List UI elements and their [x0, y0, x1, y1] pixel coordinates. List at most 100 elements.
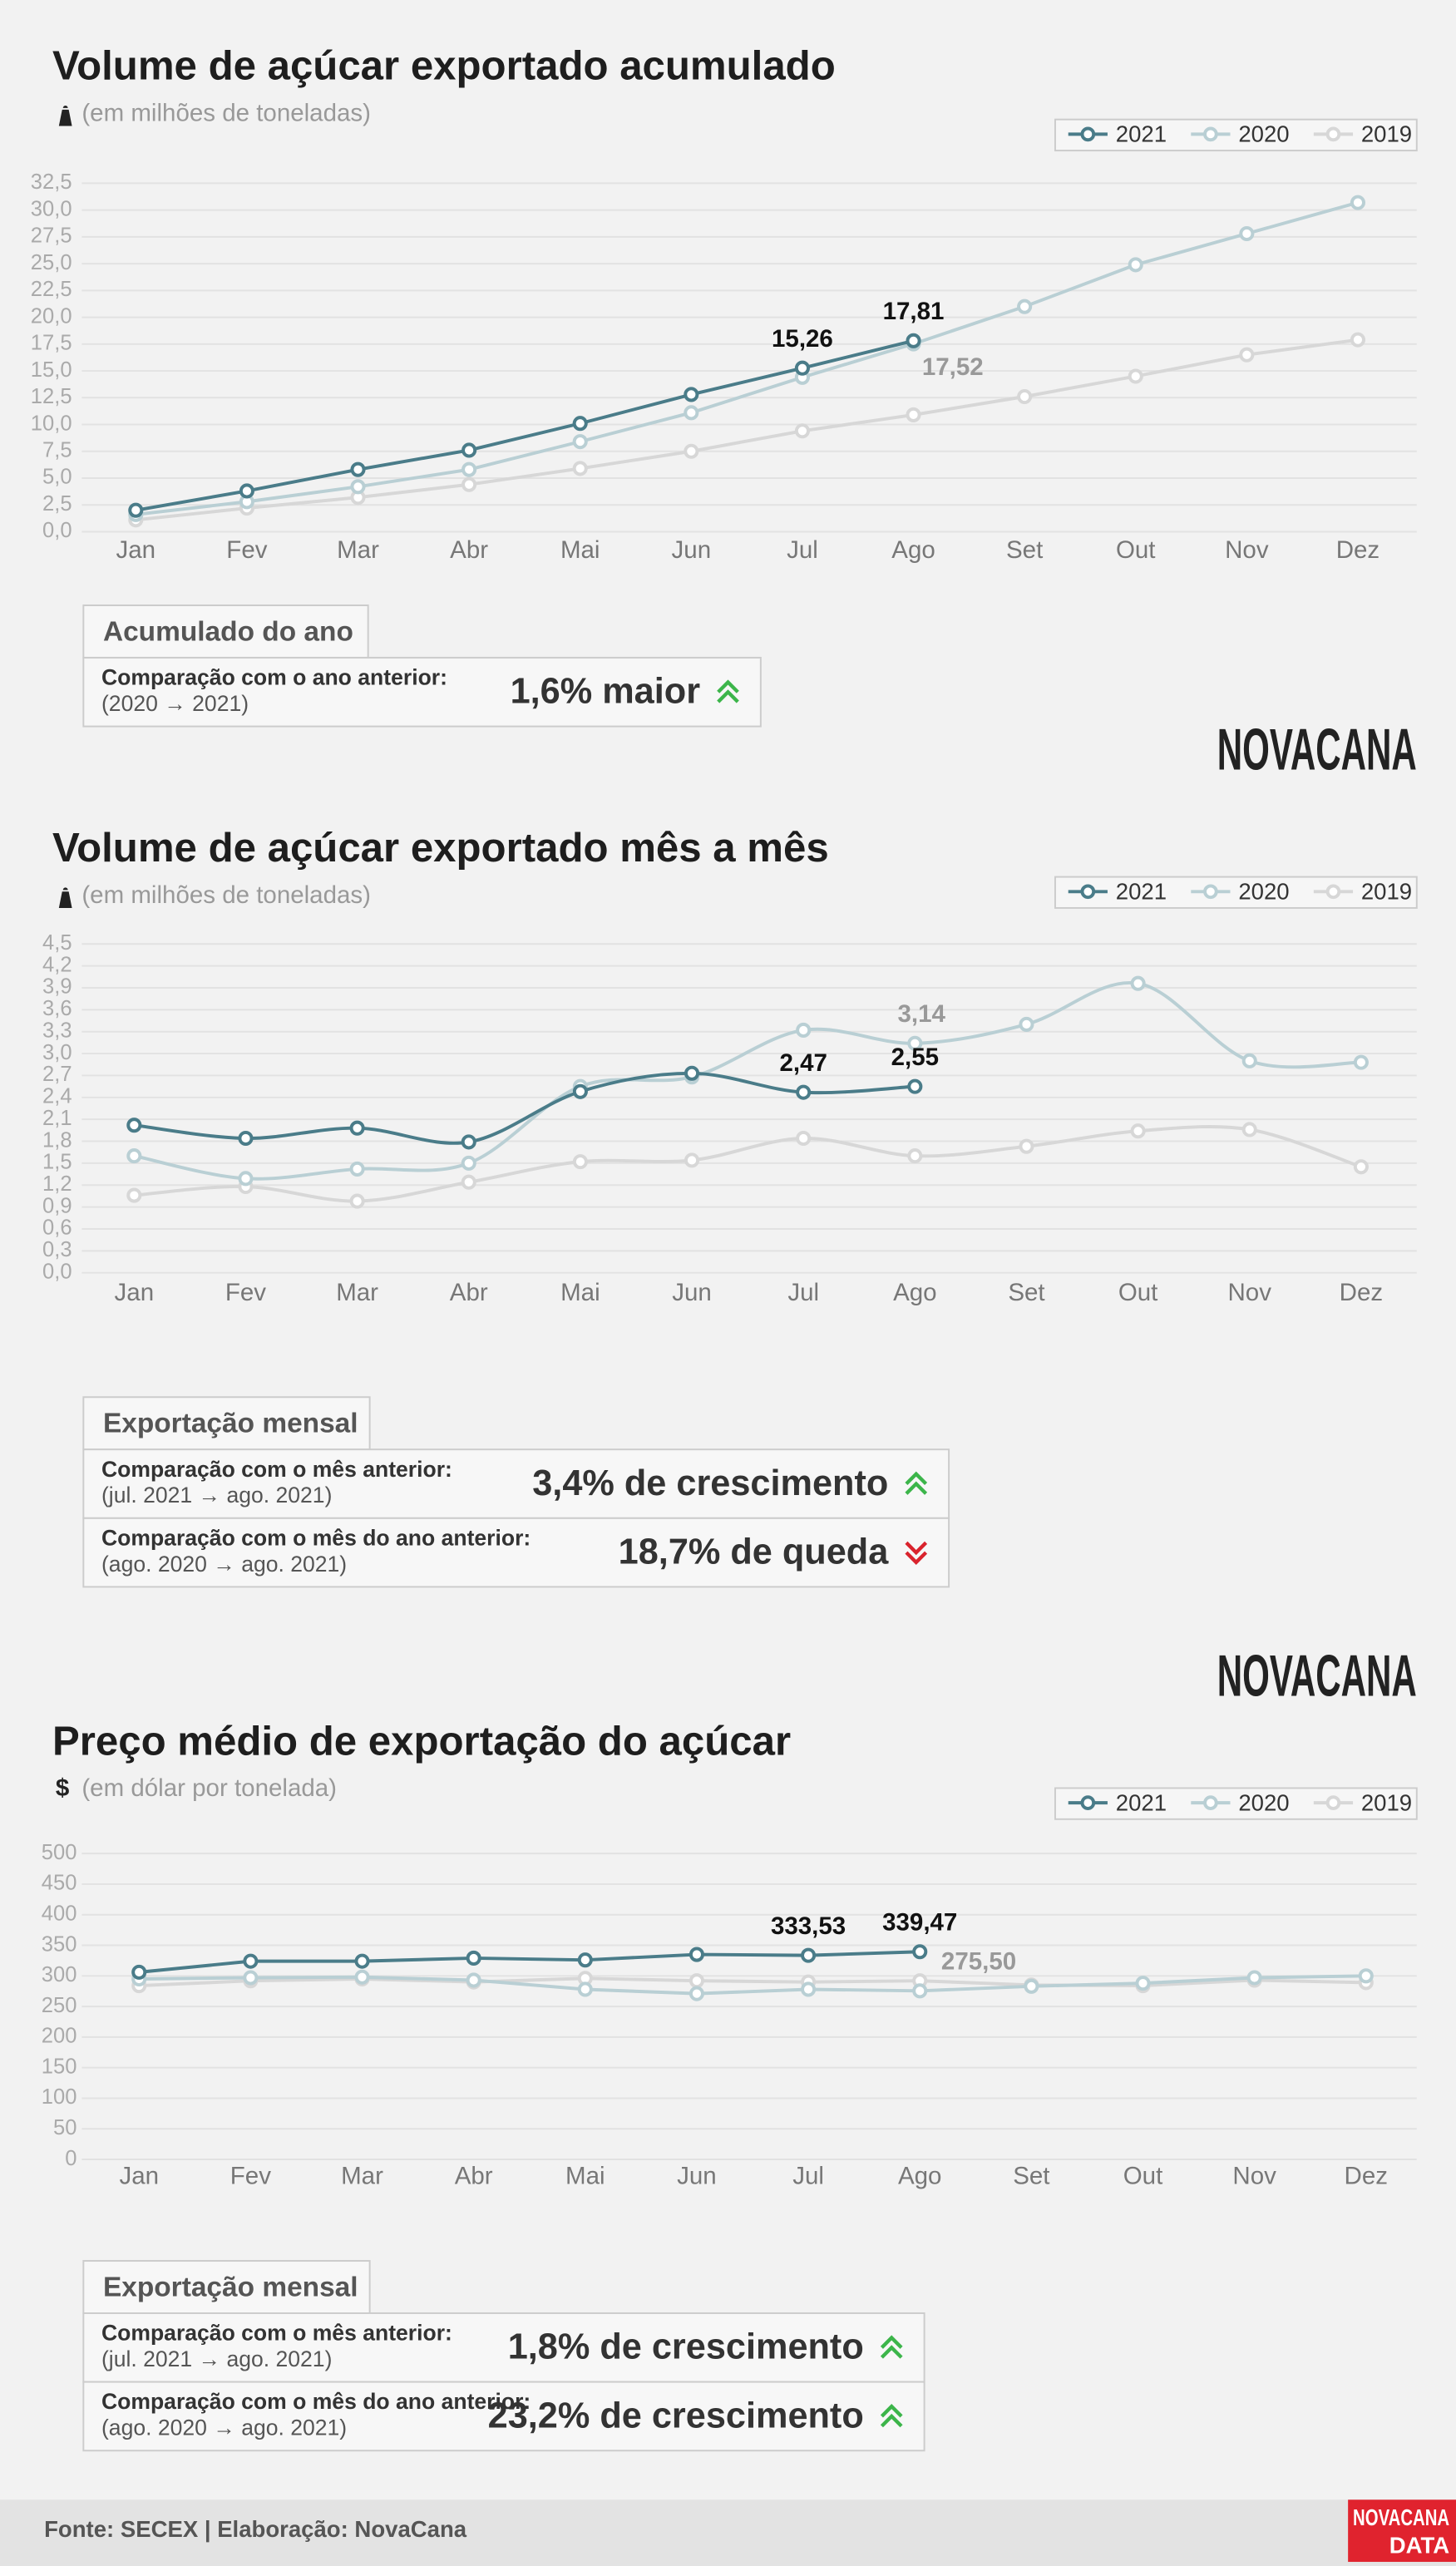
- legend-marker: [1080, 126, 1096, 142]
- y-tick-label: 27,5: [31, 225, 72, 248]
- legend-marker: [1203, 884, 1218, 900]
- point: [1130, 1123, 1146, 1139]
- summary-label: Comparação com o mês do ano anterior:: [101, 2389, 531, 2414]
- footer-logo-top: NOVACANA: [1353, 2504, 1449, 2530]
- point: [1017, 388, 1033, 405]
- data-label: 2,55: [891, 1044, 939, 1071]
- point: [572, 434, 588, 450]
- legend-marker: [1325, 884, 1341, 900]
- x-tick-label: Mar: [336, 1279, 378, 1306]
- y-tick-label: 0,3: [42, 1238, 72, 1261]
- x-tick-label: Dez: [1336, 536, 1379, 564]
- legend-marker: [1203, 126, 1218, 142]
- point: [796, 1084, 812, 1100]
- series-line: [134, 1125, 1362, 1203]
- point: [801, 1947, 817, 1963]
- y-tick-label: 5,0: [42, 466, 72, 489]
- series-line: [135, 338, 915, 512]
- point: [243, 1953, 259, 1969]
- x-tick-label: Ago: [893, 1279, 937, 1306]
- y-tick-label: 25,0: [31, 251, 72, 274]
- point: [461, 461, 477, 477]
- legend-marker: [1325, 1795, 1341, 1810]
- summary-period: (jul. 2021 → ago. 2021): [101, 1483, 332, 1508]
- footer-band: [0, 2499, 1456, 2566]
- point: [906, 407, 921, 422]
- summary-tab: [82, 604, 369, 659]
- point: [907, 1035, 923, 1051]
- summary-row: [82, 1448, 950, 1519]
- point: [238, 1130, 254, 1147]
- legend-marker: [1080, 884, 1096, 900]
- series-line: [139, 1974, 1366, 1996]
- legend-marker: [1080, 1795, 1096, 1810]
- summary-tab: [82, 2260, 371, 2314]
- y-tick-label: 30,0: [31, 197, 72, 220]
- point: [684, 405, 699, 421]
- chart-subtitle: (em milhões de toneladas): [81, 881, 371, 909]
- trend-arrow: [905, 1541, 928, 1556]
- x-tick-label: Nov: [1225, 536, 1269, 564]
- x-tick-label: Jul: [787, 536, 818, 564]
- chart-subtitle: (em dólar por tonelada): [81, 1774, 337, 1802]
- x-tick-label: Set: [1006, 536, 1043, 564]
- point: [1239, 347, 1255, 363]
- point: [801, 1981, 817, 1997]
- data-label: 3,14: [897, 1000, 945, 1028]
- point: [684, 1152, 700, 1168]
- trend-arrow: [717, 679, 739, 693]
- logo: NOVACANA: [1217, 1643, 1417, 1709]
- point: [239, 483, 254, 499]
- point: [684, 1065, 700, 1081]
- y-tick-label: 20,0: [31, 304, 72, 328]
- summary-row: [82, 1517, 950, 1588]
- point: [349, 1193, 365, 1209]
- summary-title: Exportação mensal: [103, 2272, 358, 2302]
- point: [354, 1969, 370, 1985]
- trend-arrow: [880, 2345, 903, 2359]
- y-tick-label: 200: [42, 2025, 77, 2048]
- y-tick-label: 450: [42, 1872, 77, 1895]
- y-tick-label: 2,5: [42, 492, 72, 516]
- legend-label: 2020: [1238, 121, 1289, 147]
- point: [1241, 1053, 1257, 1068]
- point: [128, 502, 144, 518]
- x-tick-label: Jul: [787, 1279, 819, 1306]
- summary-title: Acumulado do ano: [103, 616, 353, 647]
- summary-label: Comparação com o mês anterior:: [101, 1457, 452, 1482]
- point: [1350, 195, 1366, 210]
- summary-period: (jul. 2021 → ago. 2021): [101, 2346, 332, 2371]
- trend-arrow: [905, 1481, 928, 1495]
- point: [1019, 1138, 1034, 1154]
- x-tick-label: Nov: [1228, 1279, 1272, 1306]
- x-tick-label: Jun: [677, 2162, 717, 2189]
- legend-label: 2019: [1361, 879, 1412, 905]
- point: [794, 360, 810, 376]
- point: [126, 1118, 142, 1133]
- y-tick-label: 2,1: [42, 1107, 72, 1130]
- series-line: [136, 200, 1359, 516]
- legend-label: 2020: [1238, 1789, 1289, 1815]
- x-tick-label: Fev: [226, 536, 267, 564]
- summary-period: (2020 → 2021): [101, 691, 249, 716]
- data-label: 339,47: [882, 1909, 957, 1937]
- point: [126, 1148, 142, 1164]
- legend-box: [1054, 1787, 1418, 1820]
- y-tick-label: 0,6: [42, 1216, 72, 1240]
- point: [461, 442, 477, 458]
- point: [350, 479, 366, 495]
- x-tick-label: Jan: [119, 2162, 159, 2189]
- trend-arrow: [717, 689, 739, 703]
- y-tick-label: 32,5: [31, 170, 72, 194]
- legend-marker: [1203, 1795, 1218, 1810]
- y-tick-label: 0,9: [42, 1194, 72, 1217]
- trend-arrow: [880, 2413, 903, 2428]
- y-tick-label: 300: [42, 1963, 77, 1986]
- point: [1358, 1968, 1374, 1984]
- summary-value: 23,2% de crescimento: [488, 2396, 864, 2435]
- point: [1017, 299, 1033, 314]
- y-tick-label: 1,2: [42, 1172, 72, 1196]
- point: [684, 387, 699, 402]
- y-tick-label: 3,9: [42, 975, 72, 999]
